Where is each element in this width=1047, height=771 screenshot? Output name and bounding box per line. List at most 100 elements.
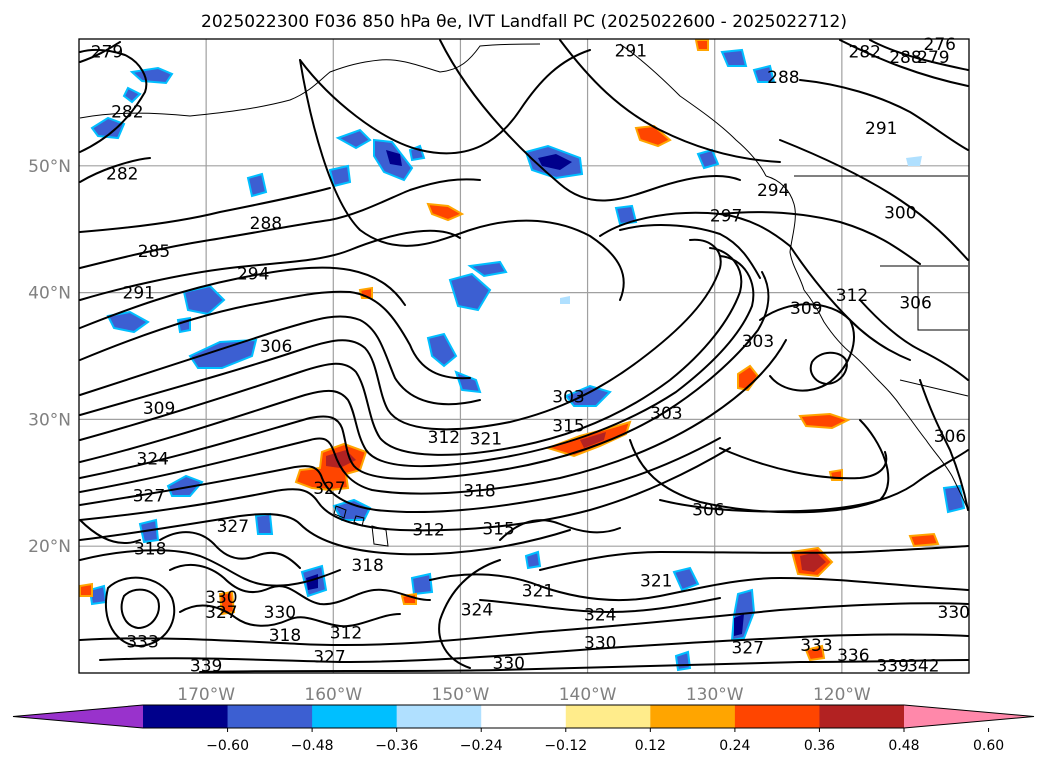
- contour-label: 303: [742, 332, 774, 352]
- contour-wavy-a: [169, 563, 431, 606]
- contour-south-2: [99, 633, 969, 663]
- neg-blob: [332, 498, 372, 521]
- contour-label: 321: [522, 582, 554, 602]
- hawaii-2: [353, 515, 365, 527]
- contour-right-306: [919, 379, 969, 511]
- contour-label: 282: [106, 164, 138, 184]
- contour-label: 312: [412, 521, 444, 541]
- contour-east-2: [719, 447, 888, 480]
- colorbar-segment: [312, 705, 398, 728]
- contour-ring-303: [759, 303, 855, 392]
- pos-blob: [426, 202, 465, 222]
- weak-blob: [906, 156, 922, 166]
- neg-blob: [614, 204, 638, 226]
- contour-label: 336: [837, 646, 869, 666]
- contour-label: 324: [584, 606, 616, 626]
- contour-label: 309: [790, 299, 822, 319]
- contour-inner-loop-2: [619, 224, 761, 279]
- contour-315: [79, 339, 787, 495]
- pos-core: [800, 552, 826, 572]
- contour-306: [79, 247, 743, 456]
- lat-tick-label: 40°N: [28, 284, 71, 304]
- lat-tick-label: 30°N: [28, 410, 71, 430]
- neg-blob: [720, 48, 748, 67]
- contour-label: 333: [800, 636, 832, 656]
- contour-north-central-3: [559, 39, 781, 163]
- neg-blob: [188, 338, 258, 369]
- map-frame: [78, 38, 970, 674]
- contour-282: [79, 48, 148, 153]
- colorbar-extend-min: [13, 705, 143, 728]
- colorbar-segment: [819, 705, 905, 728]
- lon-tick-label: 140°W: [559, 685, 617, 705]
- contour-300: [79, 315, 481, 406]
- contour-north-central: [299, 49, 591, 155]
- negative-cores: [306, 150, 744, 636]
- contour-312: [79, 271, 770, 480]
- figure-title: 2025022300 F036 850 hPa θe, IVT Landfall…: [201, 12, 847, 32]
- colorbar-segment: [481, 705, 567, 728]
- colorbar-tick-label: 0.48: [888, 738, 919, 754]
- contour-ne-1: [839, 39, 969, 87]
- colorbar-tick-label: −0.12: [544, 738, 587, 754]
- alaska-coast: [79, 43, 541, 119]
- contour-label: 306: [934, 427, 966, 447]
- contour-wavy-b: [179, 604, 401, 628]
- contour-label: 318: [463, 481, 495, 501]
- alaska-panhandle: [619, 43, 767, 177]
- theta-e-contours: [79, 39, 969, 673]
- contour-label: 330: [205, 588, 237, 608]
- colorbar-tick-label: −0.24: [460, 738, 503, 754]
- pos-blob: [218, 590, 236, 616]
- contour-labels: 2792822822852882912943063093243273273273…: [91, 35, 970, 676]
- contour-ring-lhs2: [104, 576, 176, 647]
- contour-label: 282: [111, 102, 143, 122]
- contour-edge-w: [79, 519, 141, 545]
- contour-label: 315: [552, 417, 584, 437]
- neg-blob: [246, 172, 268, 198]
- contour-ne-4: [779, 139, 969, 261]
- contour-label: 282: [849, 43, 881, 63]
- contour-297-east: [719, 211, 921, 265]
- contour-label: 288: [767, 68, 799, 88]
- hawaii-1: [333, 505, 347, 519]
- neg-core: [306, 574, 318, 590]
- contour-label: 303: [650, 404, 682, 424]
- contour-label: 300: [884, 204, 916, 224]
- contour-south-8: [438, 559, 501, 669]
- hawaii-3: [371, 525, 389, 547]
- neg-blob: [696, 148, 720, 170]
- neg-blob: [752, 64, 776, 83]
- contour-label: 285: [138, 242, 170, 262]
- neg-blob: [106, 310, 150, 334]
- contour-303: [79, 238, 722, 431]
- colorbar-outline: [12, 704, 1035, 729]
- pos-blob: [798, 412, 851, 430]
- contour-ring-small: [809, 351, 848, 385]
- neg-blob: [410, 572, 434, 596]
- colorbar-segment: [734, 705, 820, 728]
- neg-blob: [90, 116, 126, 140]
- neg-blob: [564, 384, 612, 407]
- contour-label: 324: [137, 450, 169, 470]
- contour-label: 330: [493, 654, 525, 674]
- contour-label: 327: [217, 517, 249, 537]
- contour-coast-2: [859, 299, 969, 381]
- pos-blob: [804, 644, 826, 662]
- pos-blob: [79, 582, 93, 597]
- neg-blob: [122, 86, 142, 104]
- contour-label: 276: [924, 35, 956, 55]
- contour-ne-3: [799, 79, 969, 151]
- contour-south-5: [479, 597, 721, 613]
- neg-core: [538, 154, 572, 170]
- contour-label: 327: [732, 639, 764, 659]
- colorbar-segment: [396, 705, 482, 728]
- contour-label: 288: [250, 214, 282, 234]
- contour-label: 342: [907, 656, 939, 676]
- weak-anomalies: [560, 156, 922, 304]
- neg-blob: [674, 650, 692, 672]
- colorbar-tick-label: −0.36: [375, 738, 418, 754]
- contour-label: 339: [876, 656, 908, 676]
- pos-blob: [908, 532, 940, 548]
